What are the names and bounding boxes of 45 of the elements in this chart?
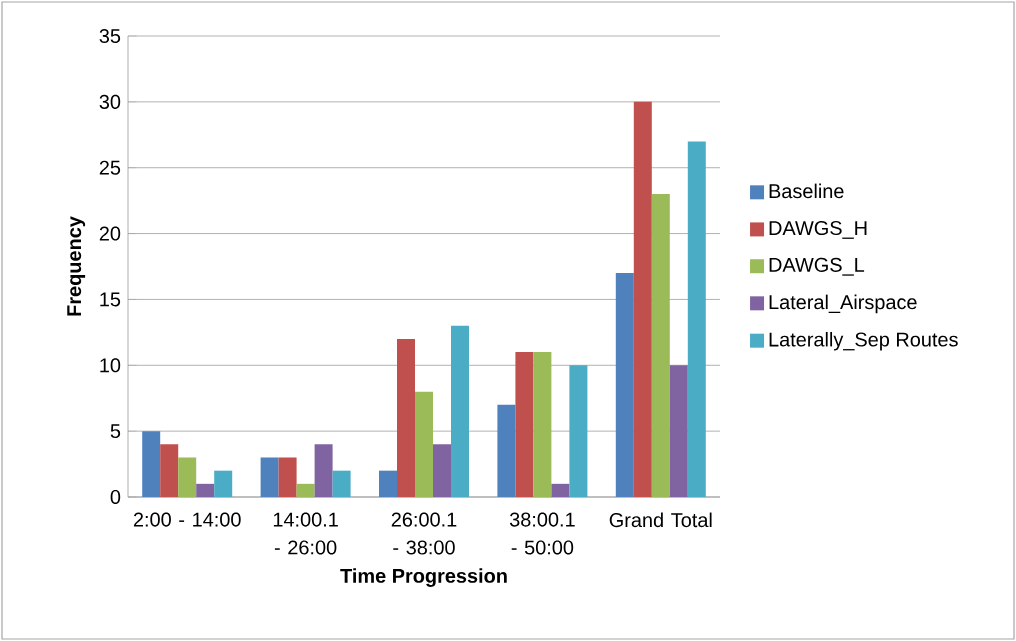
bar <box>160 444 179 497</box>
y-tick-label: 25 <box>99 160 121 175</box>
bar <box>569 365 588 497</box>
bar <box>214 470 233 497</box>
legend-label: Laterally_Sep Routes <box>769 331 958 351</box>
x-tick-label: 26:00.1 - 38:00 <box>391 512 457 555</box>
y-tick-label: 0 <box>110 489 121 505</box>
legend-label: Lateral_Airspace <box>769 294 917 314</box>
bar <box>415 391 433 497</box>
legend-label: DAWGS_H <box>769 220 867 239</box>
x-tick-label: 14:00.1 - 26:00 <box>273 512 338 555</box>
y-tick-label: 5 <box>110 424 121 439</box>
bar <box>551 483 570 497</box>
bar <box>142 431 161 497</box>
bar <box>332 470 351 497</box>
legend-label: Baseline <box>769 183 844 199</box>
x-tick-label: 2:00 - 14:00 <box>133 512 241 527</box>
bar <box>651 194 670 497</box>
bar <box>278 457 297 497</box>
bar <box>533 352 552 497</box>
x-tick-label: 38:00.1 - 50:00 <box>509 512 575 555</box>
bar <box>633 101 652 497</box>
y-tick-label: 15 <box>100 292 121 307</box>
legend-label: DAWGS_L <box>769 257 865 276</box>
bar <box>260 457 279 497</box>
bar <box>196 483 215 497</box>
bar <box>397 338 415 497</box>
bar <box>433 444 451 497</box>
bar <box>379 470 397 497</box>
bar <box>615 273 634 497</box>
bar <box>296 483 315 497</box>
bar <box>515 352 534 497</box>
y-tick-label: 35 <box>99 28 121 44</box>
y-axis-title: Frequency <box>67 216 86 316</box>
y-tick-label: 20 <box>99 226 121 241</box>
bar <box>669 365 688 497</box>
y-tick-label: 30 <box>99 94 121 109</box>
bar <box>451 325 469 497</box>
bar <box>497 404 516 497</box>
y-tick-label: 10 <box>100 358 121 373</box>
bar <box>687 141 706 497</box>
x-tick-label: Grand Total <box>609 512 712 528</box>
bar <box>314 444 333 497</box>
bar <box>178 457 197 497</box>
x-axis-title: Time Progression <box>340 568 507 587</box>
